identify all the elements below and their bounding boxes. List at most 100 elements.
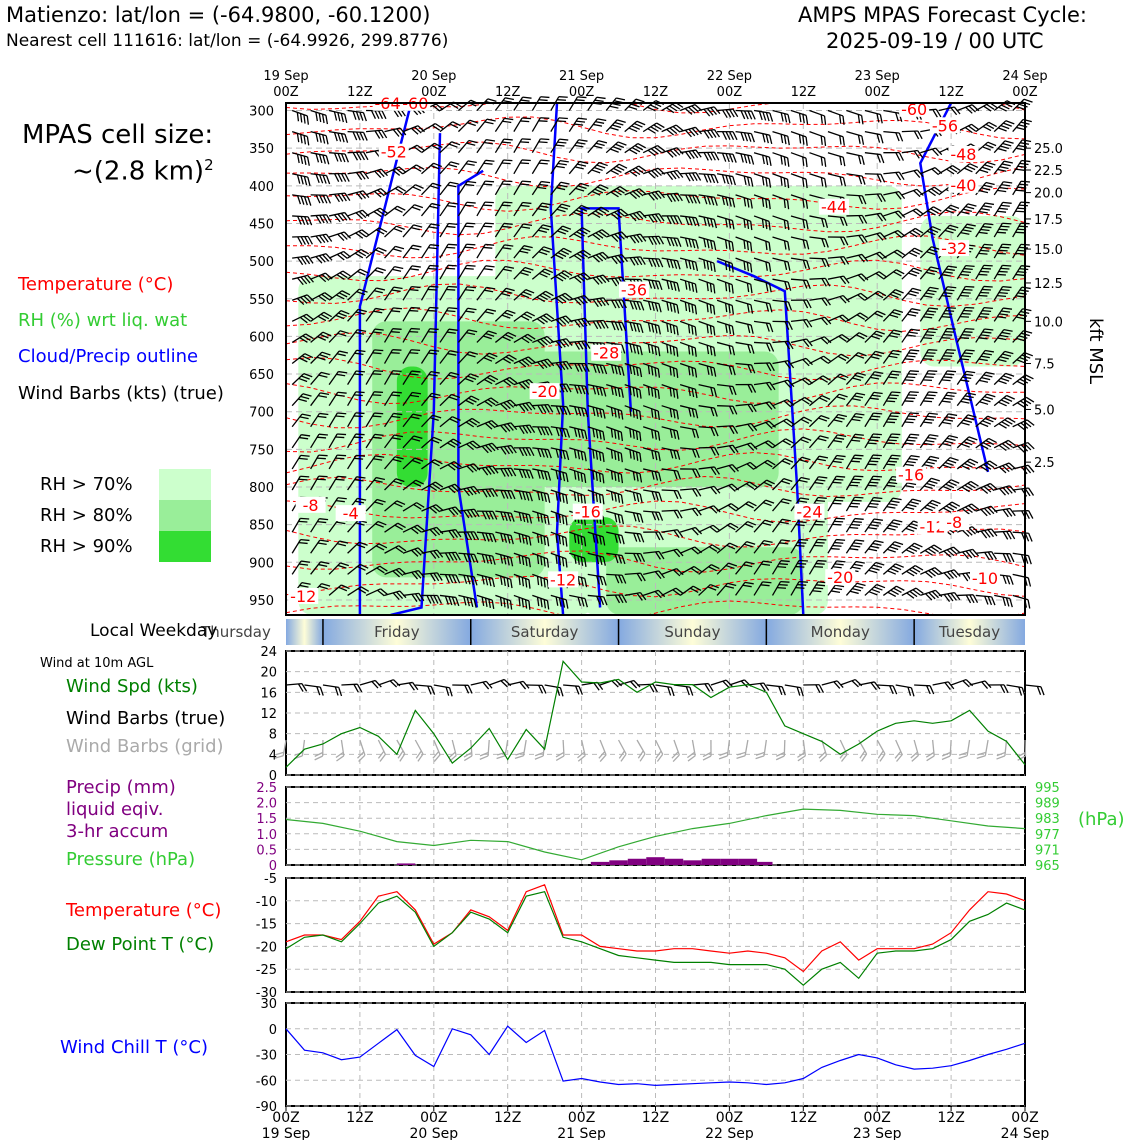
wind-barb-flag [395, 245, 405, 250]
kft-tick-label: 7.5 [1034, 358, 1055, 373]
wind-barb-flag [639, 432, 642, 442]
top-date-label: 23 Sep [855, 69, 900, 84]
wind-barb-flag [710, 196, 715, 206]
wind-barb-flag [602, 556, 606, 566]
wind-barb-staff [698, 426, 715, 429]
wind-barb-staff [901, 328, 912, 343]
wind-barb-flag [967, 482, 976, 489]
wind-barb [661, 341, 679, 357]
wind-barb [328, 330, 349, 343]
wind-barb-flag [375, 476, 385, 481]
wind-barb [476, 330, 497, 343]
wind-barb-flag [888, 481, 898, 485]
weekday-label: Saturday [511, 623, 579, 641]
wind-barb-flag [340, 562, 350, 567]
wind-barb-staff [606, 383, 622, 390]
wind-barb-staff [383, 328, 394, 343]
wind-barb [495, 531, 514, 545]
wind-barb-flag [673, 215, 679, 225]
wind-barb-staff [328, 497, 339, 512]
wind-barb-flag [857, 134, 861, 144]
wind-barb-flag [575, 209, 585, 215]
wind-barb-flag [411, 593, 418, 603]
wind-barb-staff [458, 594, 475, 600]
wind-barb [975, 328, 994, 343]
wind-barb [1012, 441, 1035, 453]
wind-barb [310, 433, 328, 449]
wind-barb-flag [929, 307, 939, 310]
wind-barb-flag [908, 352, 918, 355]
wind-barb-flag [390, 331, 400, 333]
wind-barb-flag [666, 128, 675, 136]
wind-barb [956, 436, 978, 449]
wind-barb [716, 236, 735, 252]
wind-barb [661, 147, 684, 158]
wind-barb [513, 159, 531, 175]
wind-barb [772, 257, 791, 271]
wind-barb-flag [945, 268, 955, 271]
wind-barb-flag [562, 383, 569, 393]
wind-barb-flag [706, 108, 714, 116]
wind-barb-flag [300, 517, 310, 520]
wind-barb-flag [640, 301, 645, 311]
wind-barb-flag [502, 268, 512, 272]
wind-barb-staff [901, 565, 916, 575]
wind-barb [827, 294, 850, 304]
wind-barb-flag [898, 191, 906, 200]
wind-barb [735, 320, 754, 334]
wind-barb-flag [542, 224, 552, 228]
wind-barb-flag [538, 251, 548, 256]
wind-barb-flag [895, 172, 902, 181]
weekday-segment [914, 619, 1025, 645]
wind-barb-staff [292, 255, 309, 259]
wind-barb-flag [980, 530, 988, 539]
wind-barb-staff [993, 417, 1008, 428]
wind-barb-flag [710, 387, 714, 397]
wind-barb-flag [592, 449, 595, 459]
wind-barb-staff [938, 435, 950, 449]
wind-barb-flag [782, 498, 792, 502]
wind-barb-flag [732, 154, 737, 163]
wind-barb-staff [291, 539, 302, 554]
wind-barb-flag [724, 239, 728, 249]
wind-barb-staff [513, 468, 530, 471]
wind-barb-staff [993, 329, 1005, 343]
wind-barb-flag [632, 168, 641, 176]
wind-barb-flag [1015, 316, 1025, 320]
wind-barb-flag [306, 294, 315, 302]
wind-barb-flag [1018, 225, 1028, 228]
wind-barb-flag [614, 365, 618, 375]
wind-barb-staff [882, 269, 897, 280]
wind-barb-flag [509, 376, 518, 384]
temperature-label: -28 [593, 344, 619, 363]
wind-barb-flag [537, 361, 545, 370]
wind-barb-staff [994, 485, 1010, 491]
wind-barb-staff [439, 121, 453, 133]
wind-barb [606, 531, 625, 545]
wind-barb-staff [919, 226, 933, 238]
wind-barb [476, 243, 495, 259]
wind-barb-flag [746, 541, 756, 545]
wind-barb-flag [979, 379, 989, 383]
wind-barb-flag [960, 337, 970, 339]
wind-barb-flag [713, 427, 719, 437]
wind-barb-staff [790, 416, 805, 428]
wind-barb [735, 173, 754, 187]
wind-barb [569, 594, 588, 608]
wind-barb-staff [365, 168, 382, 175]
wind-barb-flag [817, 538, 827, 541]
wind-barb [476, 180, 495, 196]
wind-barb-flag [889, 394, 899, 397]
wind-barb-flag [502, 336, 511, 342]
wind-barb-flag [485, 576, 489, 586]
wind-barb-flag [452, 121, 461, 127]
wind-barb-flag [929, 434, 939, 437]
wind-barb-staff [439, 286, 449, 301]
wind-barb-flag [466, 353, 476, 358]
wind-barb-flag [483, 268, 493, 271]
wind-barb-staff [328, 391, 339, 407]
wind-barb-flag [914, 542, 923, 548]
wind-barb-flag [619, 186, 628, 192]
wind-barb [328, 454, 347, 470]
wind-barb-staff [901, 433, 911, 449]
